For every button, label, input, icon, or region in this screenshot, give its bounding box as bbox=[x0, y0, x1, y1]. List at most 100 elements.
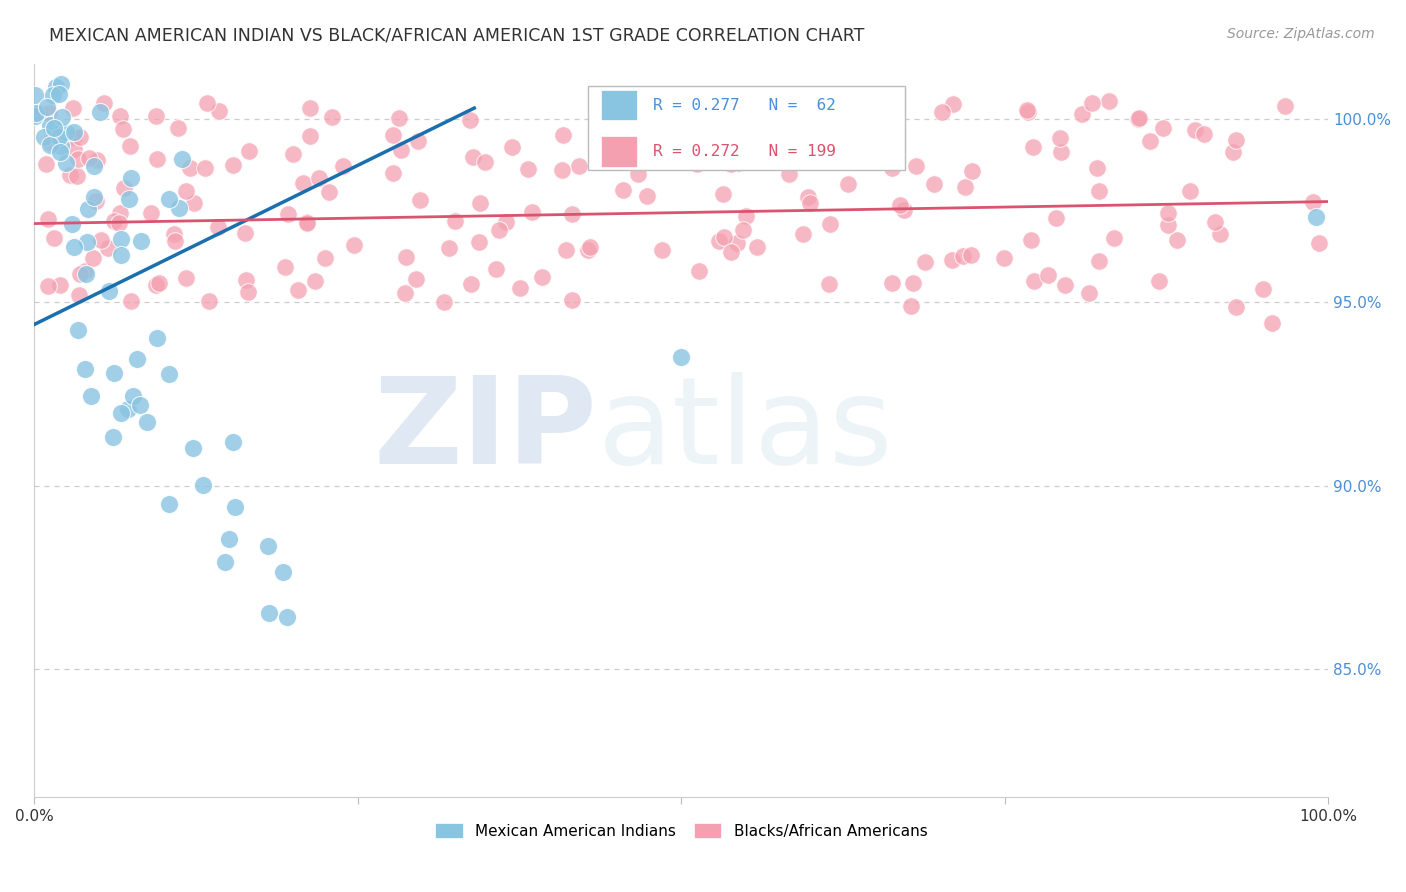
Point bbox=[45, 80, 67, 95]
Point bbox=[409, 193, 432, 207]
Point bbox=[931, 104, 953, 119]
Point bbox=[1077, 285, 1099, 300]
Point bbox=[238, 144, 260, 158]
Point bbox=[287, 283, 309, 297]
Point bbox=[889, 197, 911, 211]
Point bbox=[799, 195, 821, 210]
Point bbox=[470, 196, 492, 211]
Point bbox=[295, 215, 318, 229]
Point bbox=[110, 247, 132, 261]
Point bbox=[1204, 215, 1226, 229]
Point bbox=[120, 170, 142, 185]
Point bbox=[80, 389, 103, 403]
Point bbox=[579, 240, 602, 254]
Point bbox=[108, 109, 131, 123]
Point bbox=[39, 138, 62, 153]
Point bbox=[35, 100, 58, 114]
Point bbox=[38, 105, 60, 120]
FancyBboxPatch shape bbox=[588, 86, 905, 170]
Point bbox=[37, 211, 59, 226]
Point bbox=[747, 111, 769, 125]
Point bbox=[1157, 206, 1180, 220]
Point bbox=[818, 217, 841, 231]
Legend: Mexican American Indians, Blacks/African Americans: Mexican American Indians, Blacks/African… bbox=[429, 817, 934, 845]
Point bbox=[83, 159, 105, 173]
Point bbox=[707, 234, 730, 248]
Point bbox=[167, 202, 190, 216]
Point bbox=[128, 398, 150, 412]
Point bbox=[139, 206, 162, 220]
Point bbox=[146, 152, 169, 166]
Point bbox=[711, 187, 734, 202]
Point bbox=[60, 217, 83, 231]
Point bbox=[1070, 107, 1092, 121]
Point bbox=[98, 284, 121, 298]
Point bbox=[797, 190, 820, 204]
Point bbox=[1024, 274, 1046, 288]
Point bbox=[49, 77, 72, 91]
Point bbox=[731, 223, 754, 237]
Point bbox=[1166, 233, 1188, 247]
Point bbox=[837, 178, 859, 192]
Point bbox=[25, 106, 48, 120]
Point bbox=[62, 101, 84, 115]
Point bbox=[1126, 112, 1149, 126]
Point bbox=[1147, 274, 1170, 288]
Point bbox=[174, 270, 197, 285]
Point bbox=[458, 113, 481, 128]
Point bbox=[1128, 111, 1150, 125]
Point bbox=[191, 477, 214, 491]
Point bbox=[233, 226, 256, 240]
Point bbox=[388, 111, 411, 125]
Point bbox=[1225, 133, 1247, 147]
Point bbox=[89, 104, 111, 119]
Point bbox=[157, 192, 180, 206]
Point bbox=[69, 130, 91, 145]
Point bbox=[110, 206, 132, 220]
Point bbox=[76, 235, 98, 250]
Point bbox=[461, 150, 484, 164]
Point bbox=[163, 234, 186, 248]
Point bbox=[1049, 131, 1071, 145]
Point bbox=[395, 251, 418, 265]
Point bbox=[277, 207, 299, 221]
Point bbox=[842, 151, 865, 165]
Point bbox=[82, 251, 104, 265]
Point bbox=[735, 209, 758, 223]
Point bbox=[222, 158, 245, 172]
Text: R = 0.277   N =  62: R = 0.277 N = 62 bbox=[652, 97, 835, 112]
Point bbox=[236, 285, 259, 299]
Text: ZIP: ZIP bbox=[374, 372, 598, 489]
Point bbox=[62, 125, 84, 139]
Point bbox=[170, 152, 193, 166]
Point bbox=[321, 110, 343, 124]
Point bbox=[1261, 316, 1284, 330]
Point bbox=[1305, 211, 1327, 225]
Point bbox=[686, 157, 709, 171]
Point bbox=[1097, 95, 1119, 109]
Point bbox=[599, 146, 621, 161]
Point bbox=[157, 367, 180, 381]
Point bbox=[136, 415, 159, 429]
Point bbox=[405, 272, 427, 286]
Point bbox=[439, 241, 461, 255]
Point bbox=[828, 145, 851, 160]
Point bbox=[63, 130, 86, 145]
Point bbox=[181, 441, 204, 455]
Point bbox=[817, 277, 839, 291]
Point bbox=[125, 351, 148, 366]
Point bbox=[41, 88, 63, 103]
Point bbox=[914, 254, 936, 268]
Point bbox=[725, 235, 748, 250]
Point bbox=[551, 128, 574, 143]
Text: Source: ZipAtlas.com: Source: ZipAtlas.com bbox=[1227, 27, 1375, 41]
Point bbox=[84, 194, 107, 209]
Point bbox=[318, 185, 340, 199]
Point bbox=[460, 277, 482, 291]
Point bbox=[298, 128, 321, 143]
Point bbox=[831, 130, 853, 145]
Point bbox=[121, 293, 143, 308]
Point bbox=[1036, 268, 1059, 283]
Point bbox=[24, 109, 46, 123]
Point bbox=[28, 106, 51, 120]
